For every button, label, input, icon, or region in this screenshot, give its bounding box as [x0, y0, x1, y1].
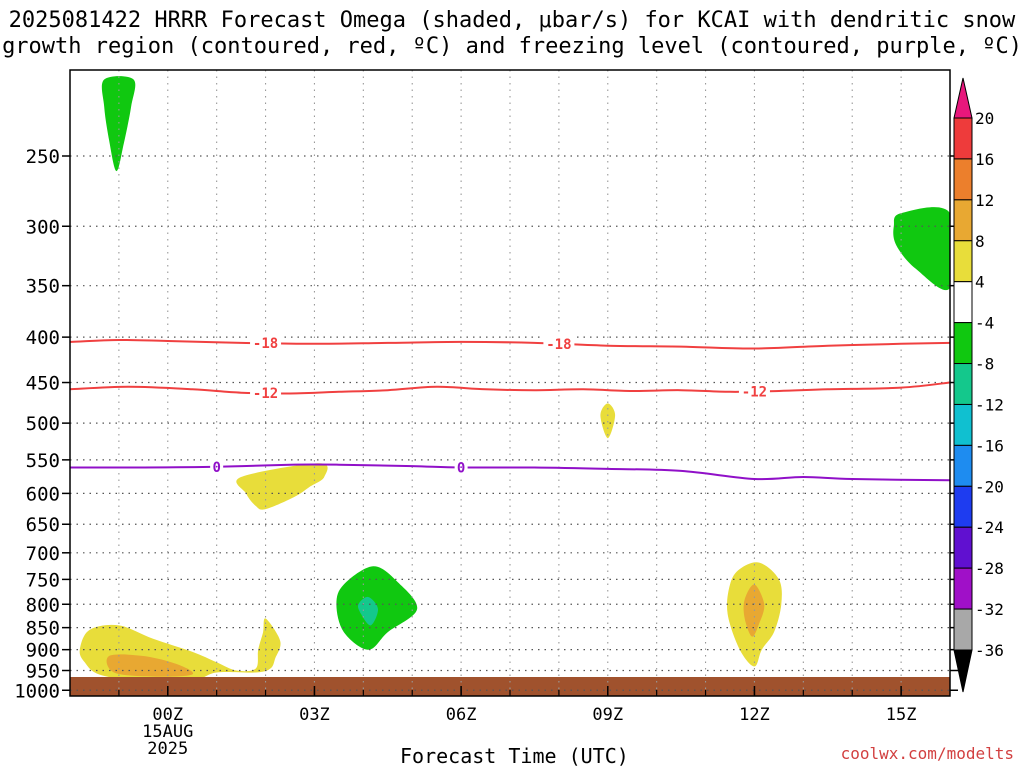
- temperature-contours: -18 -18 -12 -12 0 0: [70, 335, 950, 482]
- colorbar-bin: [953, 117, 973, 160]
- x-tick-label: 06Z: [446, 705, 477, 725]
- contour-label: -12: [742, 384, 767, 400]
- omega-region: [236, 463, 328, 510]
- contour-label-bg: [543, 335, 575, 352]
- x-axis-label: Forecast Time (UTC): [400, 744, 629, 768]
- colorbar-label: -28: [975, 559, 1004, 578]
- contour-label-bg: [454, 459, 468, 476]
- colorbar-arrow-top: [953, 77, 973, 119]
- x-tick-label: 15Z: [886, 705, 917, 725]
- contour-line: [70, 463, 950, 482]
- y-tick-label: 450: [26, 373, 60, 395]
- colorbar-label: 12: [975, 191, 994, 210]
- contour-label-bg: [210, 458, 224, 475]
- y-tick-label: 500: [26, 413, 60, 435]
- colorbar-bin: [953, 526, 973, 569]
- x-tick-label: 12Z: [739, 705, 770, 725]
- colorbar-bin: [953, 199, 973, 242]
- contour-line: [70, 381, 950, 395]
- y-tick-label: 350: [26, 276, 60, 298]
- colorbar-label: -12: [975, 395, 1004, 414]
- y-tick-label: 700: [26, 543, 60, 565]
- colorbar-label: 16: [975, 150, 994, 169]
- y-tick-label: 1000: [14, 680, 60, 702]
- colorbar-bin: [953, 363, 973, 405]
- colorbar-bin: [953, 322, 973, 365]
- y-tick-label: 850: [26, 618, 60, 640]
- omega-region: [893, 207, 950, 291]
- colorbar-label: -8: [975, 355, 994, 374]
- colorbar-label: -32: [975, 600, 1004, 619]
- y-tick-label: 950: [26, 660, 60, 682]
- omega-shading: [79, 76, 950, 682]
- y-axis-ticks: 2503003504004505005506006507007508008509…: [14, 146, 958, 702]
- y-tick-label: 300: [26, 216, 60, 238]
- colorbar-bin: [953, 485, 973, 528]
- colorbar-label: 8: [975, 232, 985, 251]
- contour-label-bg: [250, 385, 282, 402]
- grid-lines: [70, 70, 950, 696]
- colorbar-label: -24: [975, 518, 1004, 537]
- source-credit: coolwx.com/modelts: [840, 744, 1014, 763]
- colorbar-label: 4: [975, 273, 985, 292]
- colorbar-bin: [953, 158, 973, 201]
- colorbar-label: -4: [975, 314, 994, 333]
- y-tick-label: 750: [26, 569, 60, 591]
- colorbar-bin: [953, 444, 973, 487]
- contour-label: 0: [212, 460, 220, 476]
- chart-title: 2025081422 HRRR Forecast Omega (shaded, …: [2, 8, 1022, 59]
- omega-region: [600, 403, 616, 439]
- x-tick-label: 09Z: [592, 705, 623, 725]
- colorbar-bin: [953, 608, 973, 651]
- contour-label-bg: [250, 335, 282, 352]
- y-tick-label: 250: [26, 146, 60, 168]
- contour-label: -12: [253, 386, 278, 402]
- contour-line: [70, 338, 950, 350]
- colorbar-arrow-bottom: [953, 649, 973, 693]
- y-tick-label: 400: [26, 327, 60, 349]
- colorbar-bin: [953, 240, 973, 283]
- contour-label: -18: [546, 337, 571, 353]
- colorbar-label: -36: [975, 641, 1004, 660]
- y-tick-label: 900: [26, 640, 60, 662]
- contour-label: 0: [457, 460, 465, 476]
- x-tick-label: 03Z: [299, 705, 330, 725]
- colorbar: 20 16 12 8 4 -4 -8 -12 -16 -20 -24 -28 -32 -36: [953, 77, 1004, 693]
- x-tick-label: 00Z: [152, 705, 183, 725]
- y-tick-label: 600: [26, 483, 60, 505]
- omega-region: [101, 76, 136, 172]
- y-tick-label: 650: [26, 514, 60, 536]
- colorbar-bin: [953, 281, 973, 324]
- colorbar-bin: [953, 567, 973, 610]
- x-tick-sublabel: 15AUG: [142, 722, 193, 742]
- x-tick-sublabel: 2025: [147, 739, 188, 759]
- omega-region: [106, 654, 194, 677]
- colorbar-bin: [953, 403, 973, 446]
- contour-label: -18: [253, 336, 278, 352]
- terrain-ground: [70, 677, 950, 696]
- colorbar-label: 20: [975, 109, 994, 128]
- y-tick-label: 550: [26, 450, 60, 472]
- contour-label-bg: [738, 383, 770, 400]
- colorbar-label: -16: [975, 436, 1004, 455]
- colorbar-label: -20: [975, 477, 1004, 496]
- y-tick-label: 800: [26, 594, 60, 616]
